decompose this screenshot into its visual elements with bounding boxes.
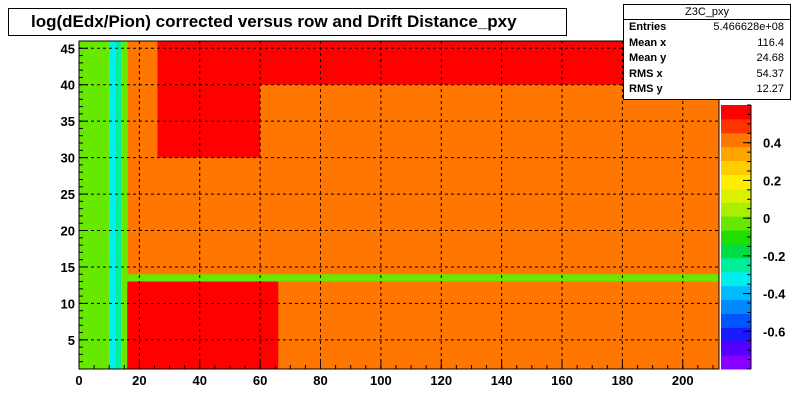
stats-row-entries: Entries 5.466628e+08 [629,21,784,33]
color-scale: -0.6 -0.4 -0.2 0 0.2 0.4 [721,104,786,370]
x-tick-label: 80 [313,373,327,388]
color-scale-label: -0.4 [763,287,786,302]
color-scale-band [721,188,751,203]
x-tick-label: 160 [551,373,573,388]
stats-box: Z3C_pxy Entries 5.466628e+08 Mean x 116.4 … [623,4,791,100]
color-scale-band [721,313,751,328]
color-scale-band [721,118,751,134]
stats-row-rms-x: RMS x 54.37 [629,67,784,80]
color-scale-band [721,160,751,175]
color-scale-band [721,341,751,356]
y-tick-label: 10 [61,296,75,311]
chart-title: log(dEdx/Pion) corrected versus row and … [8,8,567,36]
color-scale-band [721,105,751,120]
color-scale-label: 0 [763,211,770,226]
color-scale-band [721,202,751,217]
stats-name: Z3C_pxy [624,5,790,20]
stats-row-mean-y: Mean y 24.68 [629,52,784,64]
color-scale-label: 0.4 [763,136,782,151]
x-tick-label: 0 [75,373,82,388]
color-scale-band [721,174,751,189]
color-scale-label: -0.6 [763,324,785,339]
heatmap-cell-6 [157,84,261,158]
heatmap-cell-0 [79,41,110,369]
heatmap-cell-2 [115,41,122,369]
color-scale-label: 0.2 [763,173,781,188]
color-scale-band [721,299,751,314]
x-tick-label: 140 [491,373,513,388]
x-tick-label: 120 [430,373,452,388]
y-tick-label: 35 [61,114,75,129]
y-tick-label: 15 [61,260,75,275]
x-tick-label: 40 [193,373,207,388]
color-scale-label: -0.2 [763,249,785,264]
grid-lines [79,41,719,369]
stats-row-rms-y: RMS y 12.27 [629,83,784,95]
x-tick-label: 60 [253,373,267,388]
heatmap-cell-3 [121,41,128,369]
color-scale-band [721,257,751,273]
y-axis: 5 10 15 20 25 30 35 40 45 [61,40,88,370]
color-scale-band [721,132,751,148]
y-tick-label: 5 [68,333,75,348]
y-tick-label: 40 [61,78,75,93]
color-scale-band [721,243,751,259]
y-tick-label: 30 [61,151,75,166]
color-scale-band [721,146,751,162]
x-tick-label: 20 [132,373,146,388]
y-tick-label: 45 [61,41,75,56]
x-axis: 0 20 40 60 80 100 120 140 160 180 200 [75,360,719,388]
color-scale-band [721,216,751,231]
heatmap-cell-1 [109,41,116,369]
x-tick-label: 200 [672,373,694,388]
color-scale-band [721,285,751,301]
color-scale-band [721,355,751,370]
color-scale-band [721,327,751,342]
heatmap-cell-9 [127,288,188,369]
heatmap-cell-7 [127,274,720,282]
color-scale-band [721,230,751,245]
color-scale-band [721,271,751,287]
x-tick-label: 180 [612,373,634,388]
y-tick-label: 25 [61,187,75,202]
x-tick-label: 100 [370,373,392,388]
y-tick-label: 20 [61,224,75,239]
stats-row-mean-x: Mean x 116.4 [629,36,784,49]
